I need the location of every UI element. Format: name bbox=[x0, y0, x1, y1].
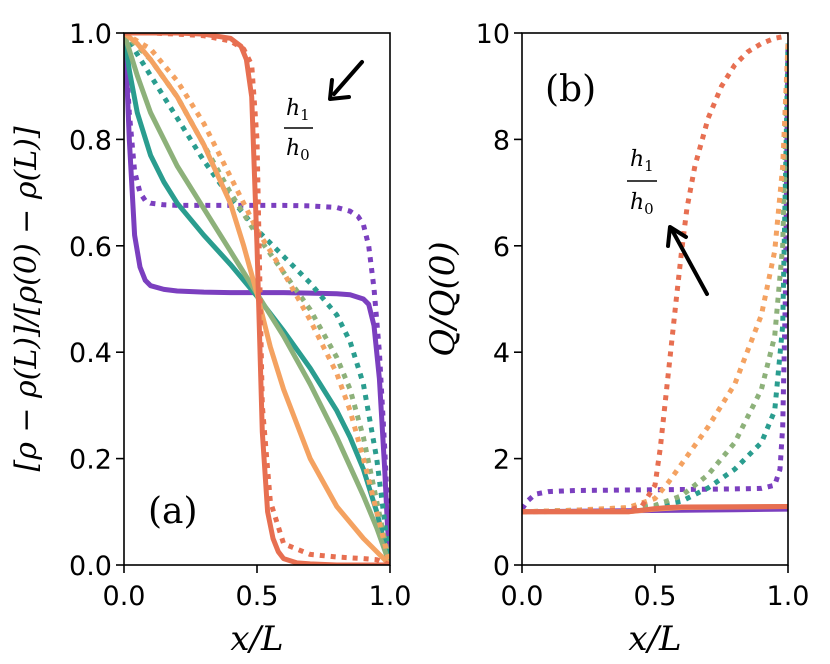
panel-a-ylabel: [ρ − ρ(L)]/[ρ(0) − ρ(L)] bbox=[9, 126, 44, 471]
panel-a-series-red-dotted bbox=[124, 33, 390, 565]
panel-a-ytick-label: 0.0 bbox=[69, 551, 112, 582]
panel-a-annotation: h1 h0 bbox=[284, 60, 364, 164]
panel-a-series-red-solid bbox=[124, 33, 390, 565]
panel-b: 0.0 0.5 1.0 0 2 4 6 8 10 (b) x/L Q/Q(0) h1 h0 bbox=[423, 19, 809, 659]
panel-b-ytick-label: 10 bbox=[476, 19, 510, 50]
panel-a-ytick-label: 0.4 bbox=[69, 338, 112, 369]
panel-a-xlabel: x/L bbox=[230, 619, 283, 659]
panel-a-ytick-label: 0.6 bbox=[69, 232, 112, 263]
panel-b-series-red-dotted bbox=[522, 33, 788, 515]
panel-a-label: (a) bbox=[148, 491, 198, 532]
panel-b-ytick-label: 4 bbox=[493, 338, 510, 369]
panel-b-series-teal-dotted bbox=[522, 43, 788, 515]
panel-b-arrow bbox=[666, 225, 709, 296]
panel-b-frac-den: h0 bbox=[630, 190, 654, 218]
panel-b-series-green-dotted bbox=[522, 43, 788, 515]
panel-b-ytick-label: 6 bbox=[493, 232, 510, 263]
panel-b-frac-num: h1 bbox=[630, 147, 654, 175]
panel-b-annotation: h1 h0 bbox=[627, 147, 709, 296]
panel-a-ticks: 0.0 0.5 1.0 0.0 0.2 0.4 0.6 0.8 1.0 bbox=[69, 19, 411, 612]
panel-a-xtick-label: 0.0 bbox=[103, 581, 146, 612]
panel-b-ytick-label: 0 bbox=[493, 551, 510, 582]
panel-b-ytick-label: 2 bbox=[493, 445, 510, 476]
panel-b-ticks: 0.0 0.5 1.0 0 2 4 6 8 10 bbox=[476, 19, 810, 612]
panel-b-xtick-label: 0.0 bbox=[501, 581, 544, 612]
panel-a-series-green-dotted bbox=[124, 33, 390, 565]
panel-a-series-orange-solid bbox=[124, 33, 390, 565]
panel-b-series-red-solid bbox=[522, 504, 788, 515]
panel-a-series bbox=[124, 33, 390, 565]
panel-b-ytick-label: 8 bbox=[493, 125, 510, 156]
panel-a-series-orange-dotted bbox=[124, 33, 390, 565]
panel-a-xtick-label: 0.5 bbox=[236, 581, 279, 612]
panel-a-series-teal-dotted bbox=[124, 33, 390, 565]
panel-a-ytick-label: 0.2 bbox=[69, 445, 112, 476]
panel-a: 0.0 0.5 1.0 0.0 0.2 0.4 0.6 0.8 1.0 (a) x/L [ρ −… bbox=[9, 19, 411, 659]
panel-b-series-purple-dotted bbox=[522, 43, 788, 511]
panel-a-xtick-label: 1.0 bbox=[369, 581, 412, 612]
panel-a-ytick-label: 0.8 bbox=[69, 125, 112, 156]
panel-b-xtick-label: 0.5 bbox=[634, 581, 677, 612]
panel-b-xlabel: x/L bbox=[628, 619, 681, 659]
panel-b-series-orange-dotted bbox=[522, 43, 788, 515]
panel-a-ytick-label: 1.0 bbox=[69, 19, 112, 50]
panel-b-label: (b) bbox=[545, 69, 596, 110]
panel-b-ylabel: Q/Q(0) bbox=[423, 241, 463, 356]
panel-a-frac-den: h0 bbox=[286, 136, 310, 164]
panel-b-series bbox=[522, 33, 788, 515]
panel-a-series-purple-dotted bbox=[124, 33, 390, 565]
panel-a-arrow bbox=[328, 60, 364, 101]
panel-b-xtick-label: 1.0 bbox=[767, 581, 810, 612]
panel-a-frac-num: h1 bbox=[286, 96, 310, 124]
